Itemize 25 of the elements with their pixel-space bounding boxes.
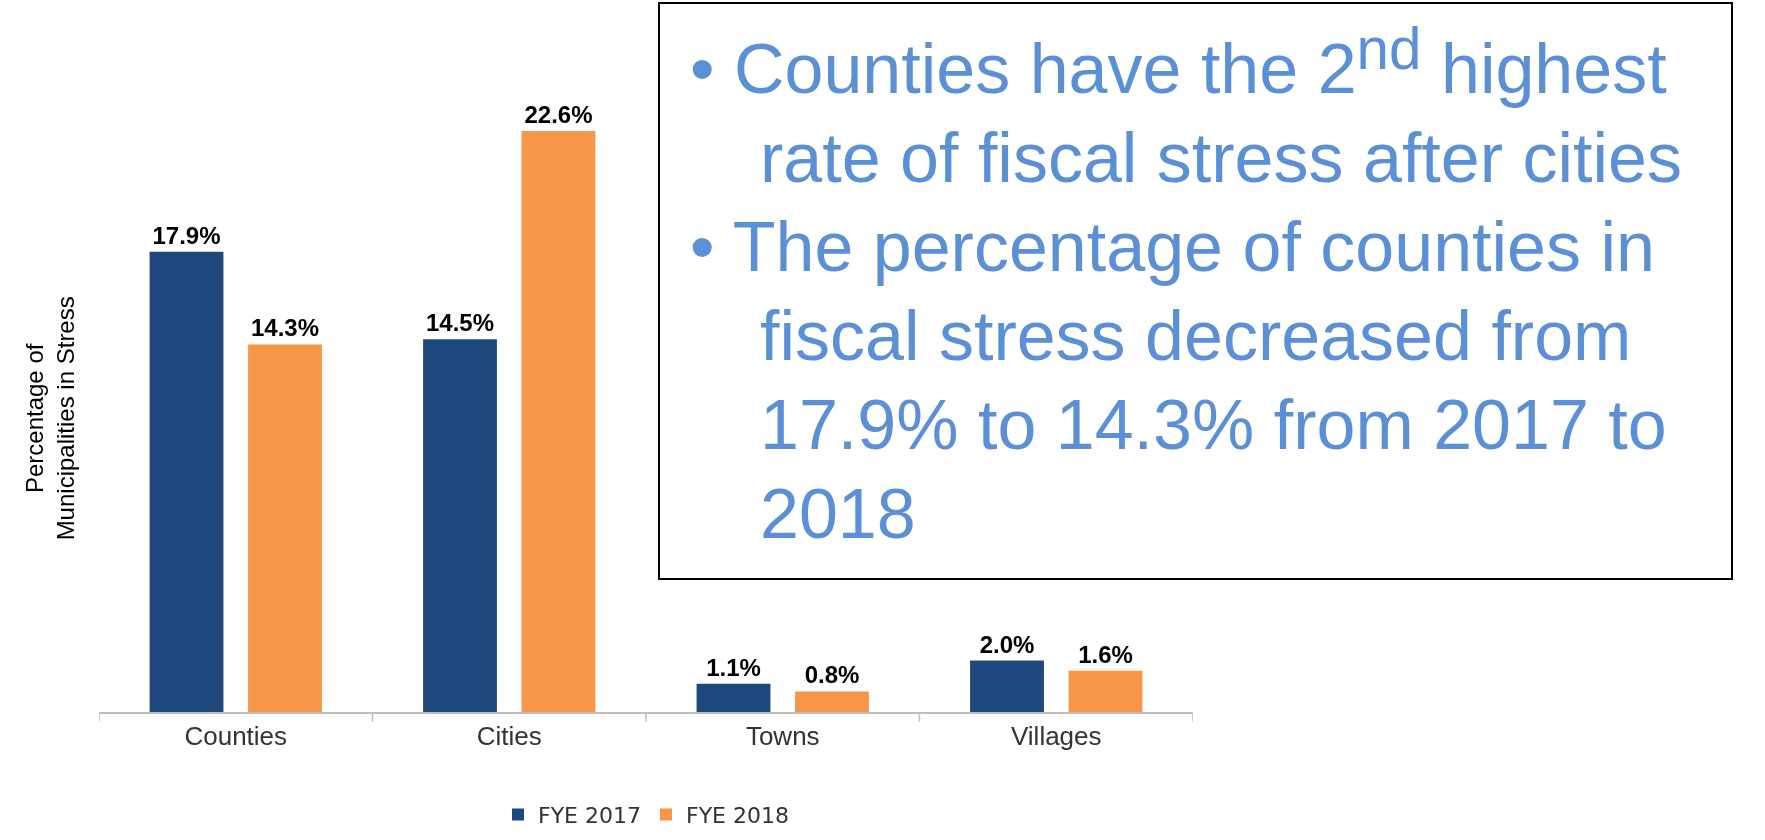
data-label: 22.6% xyxy=(524,101,593,128)
legend-label: FYE 2017 xyxy=(538,803,641,829)
x-tick-label: Counties xyxy=(184,720,288,751)
bar xyxy=(149,251,224,712)
data-label: 14.5% xyxy=(425,309,495,337)
legend-label: FYE 2018 xyxy=(685,803,789,829)
data-label: 1.1% xyxy=(706,653,761,681)
data-label: 0.8% xyxy=(804,661,860,689)
bar xyxy=(423,339,497,712)
annotation: • The percentage of counties in fiscal stress decreased from 17.9% to 14.3% from 2017 to 2018 xyxy=(690,207,1668,556)
x-tick-label: Villages xyxy=(1010,720,1102,751)
bar xyxy=(248,344,322,712)
data-label: 1.6% xyxy=(1078,640,1133,668)
x-tick-label: Cities xyxy=(476,720,542,751)
bar xyxy=(970,660,1044,712)
x-tick-label: Towns xyxy=(745,720,820,751)
bar xyxy=(696,683,771,712)
annotation: • Counties have the 2$^{nd}$ highest rate of fiscal stress after cities xyxy=(690,15,1683,200)
bar xyxy=(1068,670,1143,712)
data-label: 17.9% xyxy=(152,221,221,249)
y-axis-title: Percentage of Municipalities in Stress xyxy=(21,296,80,541)
data-label: 2.0% xyxy=(979,630,1035,658)
data-label: 14.3% xyxy=(250,314,320,342)
bar xyxy=(795,691,869,712)
bar xyxy=(521,131,596,712)
